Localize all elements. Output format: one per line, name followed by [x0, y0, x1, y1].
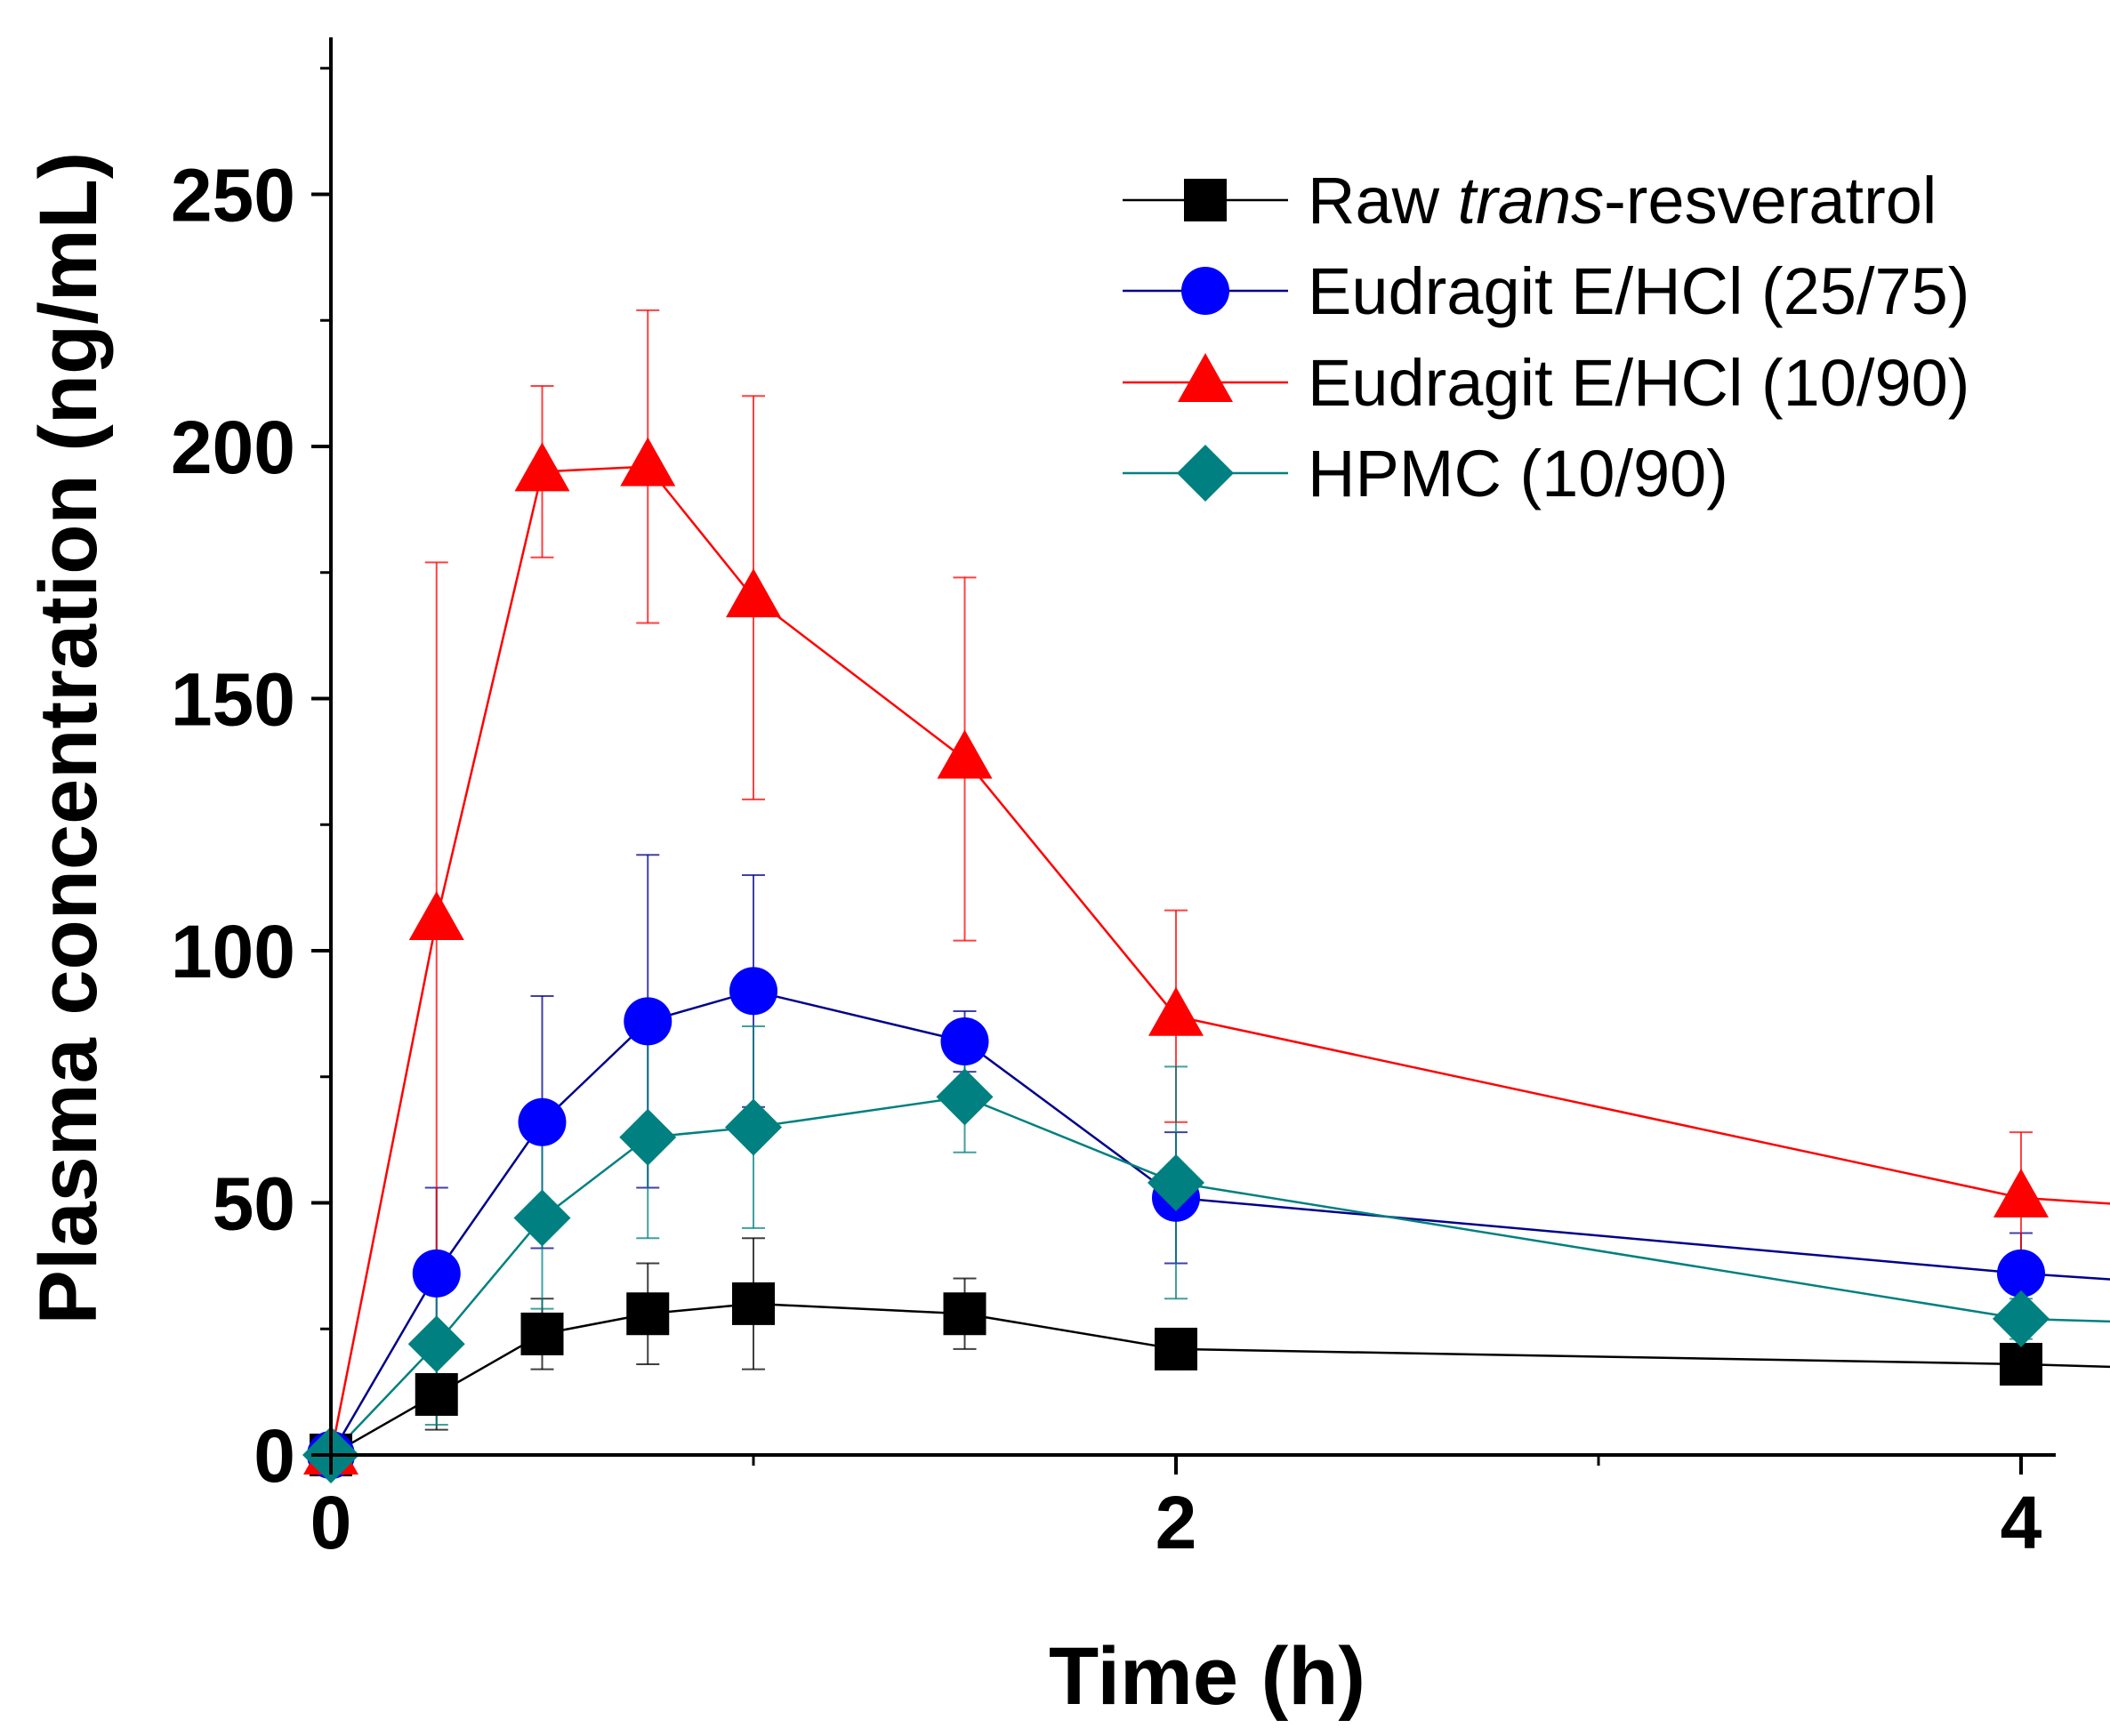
- legend-marker: [1181, 267, 1229, 315]
- hpmc-10-90-point: [936, 1068, 994, 1126]
- y-tick-label: 250: [171, 154, 295, 237]
- hpmc-10-90-point: [619, 1108, 677, 1166]
- ticks: 02468050100150200250: [171, 67, 2042, 1564]
- legend-label: HPMC (10/90): [1308, 437, 1728, 510]
- raw-trans-resveratrol-point: [943, 1292, 987, 1336]
- x-axis-title: Time (h): [1049, 1631, 1365, 1722]
- eudragit-25-75-point: [518, 1097, 567, 1146]
- raw-trans-resveratrol-point: [415, 1372, 458, 1416]
- x-tick-label: 4: [2001, 1481, 2042, 1564]
- hpmc-10-90-point: [1148, 1153, 1204, 1211]
- series-lines-layer: [329, 465, 2110, 1457]
- legend-item-eudragit-25-75: Eudragit E/HCl (25/75): [1123, 254, 1969, 328]
- hpmc-10-90-point: [725, 1098, 782, 1156]
- raw-trans-resveratrol-point: [520, 1312, 564, 1355]
- axes: [329, 37, 2056, 1457]
- legend-item-raw-trans-resveratrol: Raw trans-resveratrol: [1123, 164, 1937, 237]
- eudragit-10-90-point: [514, 442, 570, 492]
- legend: Raw trans-resveratrol Eudragit E/HCl (25/…: [1123, 164, 1969, 510]
- legend-marker: [1184, 179, 1227, 221]
- eudragit-10-90-point: [620, 437, 676, 486]
- eudragit-25-75-point: [1997, 1249, 2045, 1298]
- legend-label: Eudragit E/HCl (10/90): [1308, 346, 1969, 420]
- legend-marker: [1177, 445, 1234, 502]
- eudragit-25-75-point: [729, 967, 777, 1016]
- error-bars-layer: [424, 309, 2033, 1431]
- raw-trans-resveratrol-point: [626, 1292, 670, 1336]
- eudragit-25-75-point: [940, 1017, 989, 1066]
- series-markers-layer: [302, 437, 2050, 1483]
- eudragit-10-90-point: [726, 568, 781, 618]
- eudragit-10-90-line: [329, 465, 2110, 1456]
- y-axis-title: Plasma concentration (ng/mL): [23, 152, 114, 1325]
- raw-trans-resveratrol-line: [330, 1302, 2110, 1457]
- raw-trans-resveratrol-point: [2000, 1342, 2042, 1386]
- y-tick-label: 200: [171, 406, 295, 489]
- eudragit-10-90-point: [1148, 986, 1204, 1036]
- eudragit-10-90-point: [1993, 1168, 2049, 1218]
- y-tick-label: 100: [171, 910, 295, 993]
- eudragit-25-75-line: [329, 990, 2110, 1456]
- eudragit-10-90-point: [937, 729, 993, 779]
- x-tick-label: 2: [1156, 1481, 1197, 1564]
- legend-item-eudragit-10-90: Eudragit E/HCl (10/90): [1123, 346, 1969, 420]
- legend-label: Raw trans-resveratrol: [1308, 164, 1937, 237]
- legend-item-hpmc-10-90: HPMC (10/90): [1123, 437, 1728, 510]
- hpmc-10-90-point: [513, 1189, 571, 1247]
- legend-label: Eudragit E/HCl (25/75): [1308, 254, 1969, 328]
- x-tick-label: 0: [310, 1481, 352, 1564]
- legend-marker: [1178, 353, 1233, 402]
- y-tick-label: 50: [213, 1162, 295, 1246]
- hpmc-10-90-line: [330, 1096, 2110, 1456]
- eudragit-10-90-point: [408, 890, 464, 940]
- y-tick-label: 0: [254, 1414, 295, 1498]
- raw-trans-resveratrol-point: [732, 1282, 775, 1325]
- hpmc-10-90-point: [1993, 1290, 2050, 1347]
- raw-trans-resveratrol-point: [1155, 1327, 1197, 1370]
- eudragit-25-75-point: [412, 1249, 461, 1298]
- eudragit-25-75-point: [624, 997, 672, 1046]
- y-tick-label: 150: [171, 658, 295, 742]
- hpmc-10-90-point: [407, 1315, 465, 1373]
